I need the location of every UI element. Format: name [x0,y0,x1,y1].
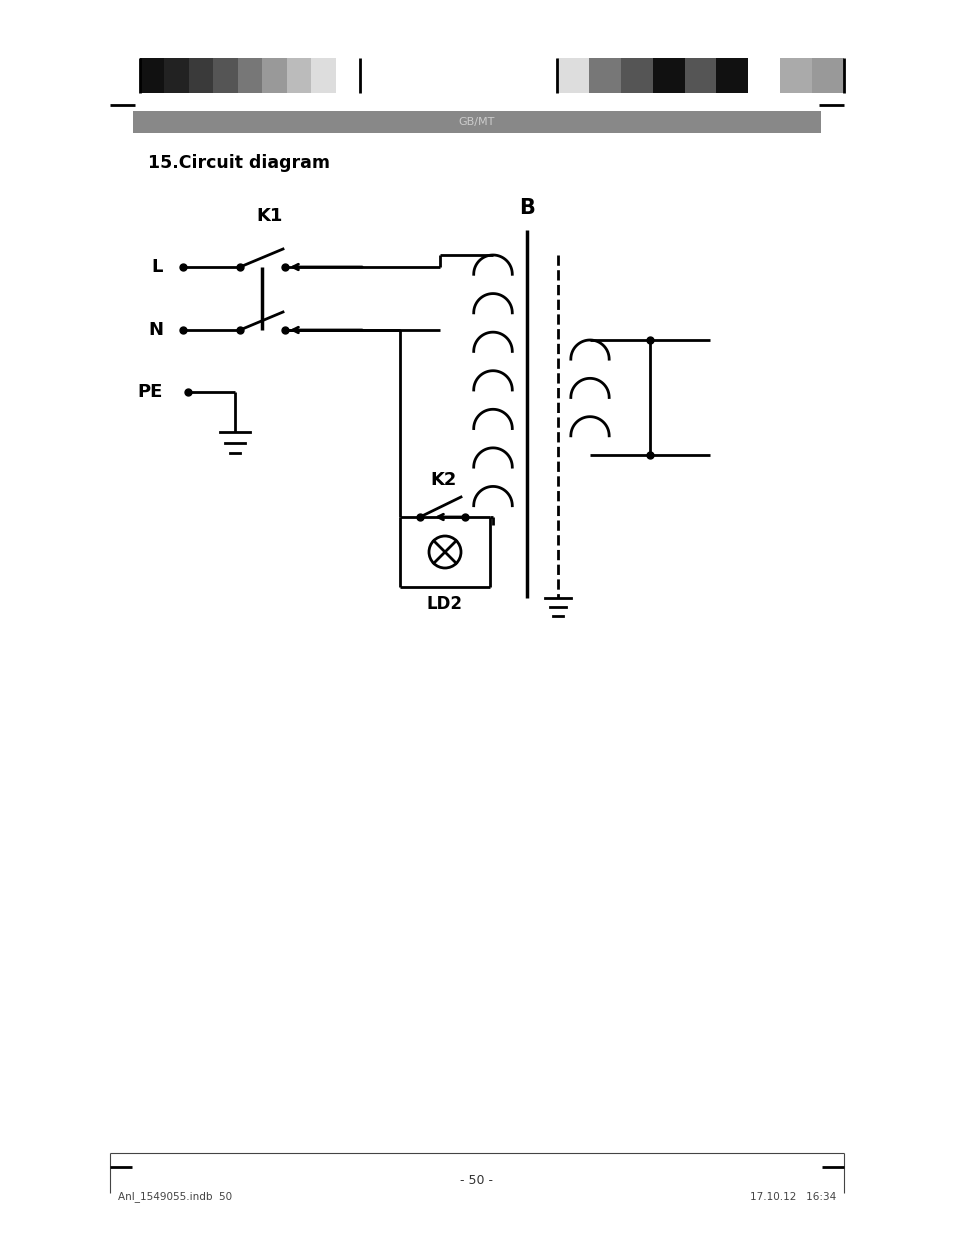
Text: 15.Circuit diagram: 15.Circuit diagram [148,154,330,172]
Bar [140,58,164,93]
Bar [164,58,189,93]
Bar [335,58,359,93]
Text: B: B [518,198,535,219]
Bar [237,58,262,93]
Bar [652,58,684,93]
Text: 17.10.12   16:34: 17.10.12 16:34 [749,1192,835,1202]
Text: GB/MT: GB/MT [458,117,495,127]
Text: K2: K2 [431,471,456,489]
Text: L: L [152,258,163,275]
Bar [684,58,716,93]
Text: PE: PE [137,383,163,401]
Bar [132,111,821,133]
Bar [189,58,213,93]
Text: N: N [148,321,163,338]
Bar [780,58,811,93]
Text: Anl_1549055.indb  50: Anl_1549055.indb 50 [118,1192,232,1203]
Text: K1: K1 [256,207,283,225]
Bar [286,58,311,93]
Bar [213,58,237,93]
Bar [811,58,843,93]
Bar [620,58,652,93]
Text: - 50 -: - 50 - [460,1173,493,1187]
Bar [311,58,335,93]
Text: LD2: LD2 [427,595,462,613]
Bar [557,58,588,93]
Bar [588,58,620,93]
Bar [262,58,286,93]
Bar [716,58,747,93]
Bar [747,58,780,93]
